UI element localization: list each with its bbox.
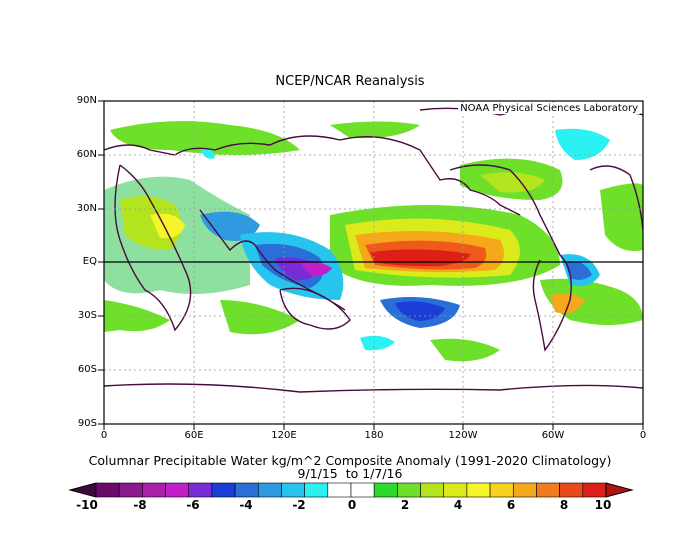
colorbar-swatch <box>211 482 236 498</box>
lat-label-30s: 30S <box>77 310 97 321</box>
colorbar-label: -10 <box>76 498 98 512</box>
lat-label-90n: 90N <box>76 95 97 106</box>
colorbar <box>68 482 634 498</box>
colorbar-swatch <box>304 482 329 498</box>
lon-label-180: 180 <box>364 430 384 441</box>
colorbar-swatch <box>397 482 421 498</box>
colorbar-swatch <box>188 482 213 498</box>
lon-label-0: 0 <box>100 430 108 441</box>
map-title: NCEP/NCAR Reanalysis <box>275 74 425 89</box>
colorbar-swatch <box>420 482 445 498</box>
date-caption: 9/1/15 to 1/7/16 <box>297 466 403 481</box>
colorbar-swatch <box>118 482 143 498</box>
colorbar-swatch <box>257 482 282 498</box>
colorbar-swatch <box>281 482 305 498</box>
colorbar-low-arrow <box>68 482 97 498</box>
lat-label-60n: 60N <box>76 149 97 160</box>
lat-label-60s: 60S <box>77 364 97 375</box>
colorbar-swatch <box>142 482 166 498</box>
credit-label: NOAA Physical Sciences Laboratory <box>458 103 640 114</box>
colorbar-swatch <box>489 482 514 498</box>
lat-label-30n: 30N <box>76 203 97 214</box>
lat-label-90s: 90S <box>77 418 97 429</box>
colorbar-swatch <box>559 482 584 498</box>
lon-label-120e: 120E <box>271 430 297 441</box>
colorbar-label: 10 <box>594 498 612 512</box>
colorbar-label: 4 <box>453 498 463 512</box>
colorbar-label: 6 <box>506 498 516 512</box>
lat-label-eq: EQ <box>82 256 97 267</box>
colorbar-swatch <box>443 482 468 498</box>
lon-label-60w: 60W <box>541 430 565 441</box>
colorbar-label: -6 <box>186 498 200 512</box>
colorbar-label: 0 <box>347 498 357 512</box>
colorbar-swatch <box>512 482 537 498</box>
colorbar-label: 2 <box>400 498 410 512</box>
colorbar-label: -2 <box>292 498 306 512</box>
colorbar-label: 8 <box>559 498 569 512</box>
colorbar-swatch <box>373 482 398 498</box>
lon-label-120w: 120W <box>448 430 478 441</box>
colorbar-label: -8 <box>133 498 147 512</box>
lon-label-60e: 60E <box>184 430 204 441</box>
colorbar-swatch <box>327 482 352 498</box>
lon-label-0-east: 0 <box>639 430 647 441</box>
colorbar-swatch <box>95 482 120 498</box>
colorbar-swatch <box>350 482 375 498</box>
colorbar-swatch <box>536 482 560 498</box>
colorbar-high-arrow <box>605 482 634 498</box>
colorbar-swatch <box>165 482 190 498</box>
colorbar-label: -4 <box>239 498 253 512</box>
anomaly-field <box>104 107 643 393</box>
variable-caption: Columnar Precipitable Water kg/m^2 Compo… <box>88 453 612 468</box>
colorbar-swatch <box>582 482 607 498</box>
colorbar-swatch <box>234 482 259 498</box>
colorbar-swatch <box>466 482 491 498</box>
